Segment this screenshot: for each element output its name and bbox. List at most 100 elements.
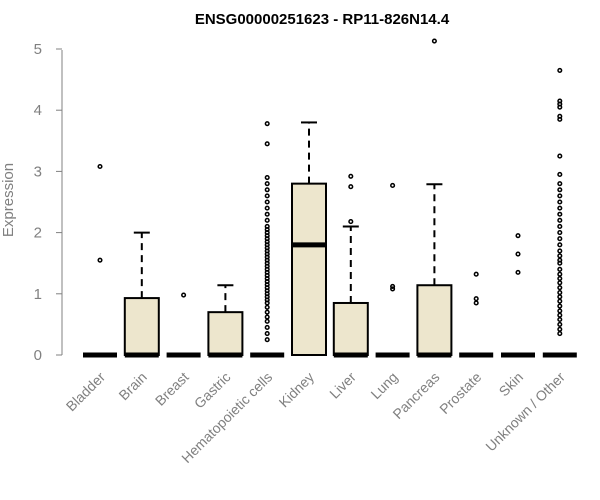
box-group [542, 67, 577, 358]
box-group [501, 233, 535, 358]
outlier-point [431, 38, 437, 44]
outlier-point [557, 326, 563, 332]
outlier-point [348, 184, 354, 190]
outlier-point [557, 236, 563, 242]
outlier-point [557, 98, 563, 104]
outlier-point [264, 187, 270, 193]
x-category-label: Lung [367, 369, 400, 402]
box-group [83, 163, 117, 358]
chart-title: ENSG00000251623 - RP11-826N14.4 [195, 11, 450, 28]
outlier-point [557, 298, 563, 304]
box-group [123, 231, 160, 358]
outlier-point [557, 113, 563, 119]
box-group [207, 284, 244, 358]
outlier-point [557, 211, 563, 217]
outlier-point [264, 318, 270, 324]
y-tick-label: 0 [34, 347, 42, 364]
box-group [250, 121, 285, 358]
outlier-point [557, 217, 563, 223]
y-tick-label: 5 [34, 41, 42, 58]
box-rect [416, 284, 453, 356]
x-category-label: Bladder [63, 369, 109, 415]
box-group [332, 173, 369, 358]
outlier-point [557, 316, 563, 323]
box-group [291, 121, 327, 356]
y-axis: 0 1 2 3 4 5 [34, 41, 63, 364]
y-tick-label: 4 [34, 102, 42, 119]
outlier-point [264, 211, 270, 217]
y-axis-label: Expression [0, 163, 17, 237]
outlier-point [557, 230, 563, 236]
box-group [459, 271, 494, 358]
outlier-point [97, 257, 103, 263]
outlier-point [264, 337, 270, 343]
outlier-point [264, 141, 270, 147]
box-rect [332, 301, 369, 357]
outlier-point [264, 199, 270, 205]
outlier-point [473, 296, 479, 302]
box-rect [207, 311, 244, 357]
outlier-point [557, 331, 563, 337]
outlier-point [515, 269, 521, 275]
outlier-point [557, 253, 563, 259]
outlier-point [264, 217, 270, 223]
outlier-point [557, 308, 563, 314]
outlier-point [264, 314, 270, 320]
outlier-point [390, 286, 396, 292]
outlier-point [557, 275, 563, 282]
outlier-point [181, 292, 187, 298]
outlier-point [348, 173, 354, 179]
outlier-point [515, 233, 521, 239]
outlier-point [473, 271, 479, 277]
x-category-label: Prostate [436, 369, 484, 417]
box-rect [123, 297, 160, 357]
outlier-point [557, 266, 563, 272]
outlier-point [348, 219, 354, 225]
outlier-point [557, 181, 563, 187]
outlier-point [515, 251, 521, 257]
y-ticks: 0 1 2 3 4 5 [34, 41, 62, 364]
outlier-point [557, 223, 563, 230]
outlier-point [264, 223, 270, 230]
box-group [375, 182, 410, 358]
outlier-point [557, 193, 563, 199]
x-category-label: Skin [496, 369, 527, 400]
outlier-point [264, 304, 270, 310]
outlier-point [557, 199, 563, 205]
outlier-point [264, 205, 270, 211]
outlier-point [557, 290, 563, 296]
outlier-point [557, 242, 563, 248]
outlier-point [557, 257, 563, 263]
outlier-point [557, 285, 563, 291]
boxes-layer [83, 38, 577, 358]
outlier-point [264, 193, 270, 199]
outlier-point [390, 283, 396, 290]
outlier-point [557, 248, 563, 254]
outlier-point [264, 181, 270, 187]
outlier-point [557, 312, 563, 318]
outlier-point [557, 153, 563, 159]
outlier-point [390, 182, 396, 189]
y-tick-label: 1 [34, 286, 42, 303]
outlier-point [557, 171, 563, 178]
x-category-label: Breast [152, 369, 192, 409]
outlier-point [557, 294, 563, 300]
outlier-point [557, 303, 563, 309]
x-category-label: Brain [115, 369, 149, 403]
outlier-point [264, 174, 270, 181]
outlier-point [97, 163, 103, 170]
x-category-label: Kidney [276, 369, 318, 411]
outlier-point [557, 280, 563, 286]
box-rect [291, 182, 327, 356]
outlier-point [557, 205, 563, 211]
outlier-point [264, 121, 270, 127]
outlier-point [557, 187, 563, 193]
y-tick-label: 3 [34, 163, 42, 180]
box-group [166, 292, 201, 358]
box-group [416, 38, 453, 358]
outlier-point [264, 309, 270, 315]
outlier-point [557, 271, 563, 277]
y-tick-label: 2 [34, 225, 42, 242]
